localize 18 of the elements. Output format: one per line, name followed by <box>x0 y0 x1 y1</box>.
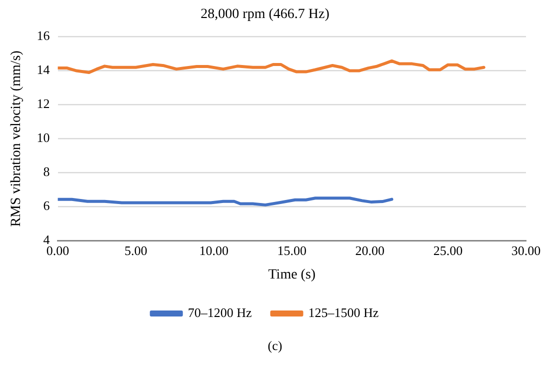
x-tick-label: 15.00 <box>277 242 307 258</box>
y-axis-title: RMS vibration velocity (mm/s) <box>9 50 24 227</box>
y-tick-label: 8 <box>43 164 50 180</box>
y-tick-label: 14 <box>36 62 50 78</box>
text: (c) <box>266 338 284 354</box>
x-axis-title: Time (s) <box>268 267 316 282</box>
x-tick-label: 25.00 <box>433 242 463 258</box>
y-tick-label: 6 <box>43 198 50 214</box>
legend-label: 125–1500 Hz <box>308 304 379 320</box>
x-tick-label: 20.00 <box>355 242 385 258</box>
y-tick-label: 12 <box>36 96 50 112</box>
x-tick-label: 10.00 <box>199 242 228 258</box>
x-tick-label: 30.00 <box>511 242 541 258</box>
x-tick-label: 5.00 <box>124 242 148 258</box>
y-tick-label: 16 <box>36 28 50 44</box>
legend-label: 70–1200 Hz <box>188 304 252 320</box>
chart-title: 28,000 rpm (466.7 Hz) <box>200 7 330 22</box>
y-tick-label: 10 <box>36 130 50 146</box>
